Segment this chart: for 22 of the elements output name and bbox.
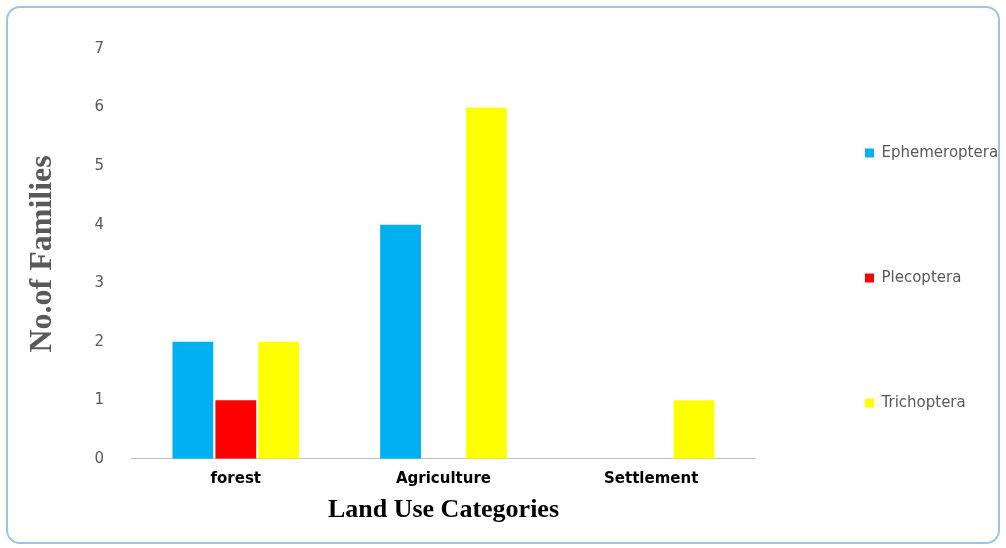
x-tick-label: forest <box>210 468 262 487</box>
bar <box>380 224 421 459</box>
y-tick-label: 0 <box>94 448 104 467</box>
y-tick-label: 1 <box>94 390 104 409</box>
x-axis-title: Land Use Categories <box>327 494 560 524</box>
x-tick-label: Settlement <box>604 468 699 487</box>
legend-label: Plecoptera <box>881 267 962 286</box>
y-tick-label: 3 <box>94 273 104 292</box>
y-tick-label: 6 <box>94 97 104 116</box>
bar <box>172 341 214 459</box>
bar <box>466 107 507 459</box>
bar <box>258 341 300 459</box>
y-tick-label: 7 <box>94 38 104 57</box>
legend-label: Ephemeroptera <box>881 142 999 161</box>
y-tick-label: 2 <box>94 331 104 350</box>
y-axis-title: No.of Families <box>22 155 59 353</box>
x-tick-label: Agriculture <box>395 468 491 487</box>
y-tick-label: 4 <box>94 214 104 233</box>
bar <box>673 400 715 459</box>
y-tick-label: 5 <box>94 155 104 174</box>
bar <box>215 400 257 459</box>
legend-label: Trichoptera <box>880 392 966 411</box>
